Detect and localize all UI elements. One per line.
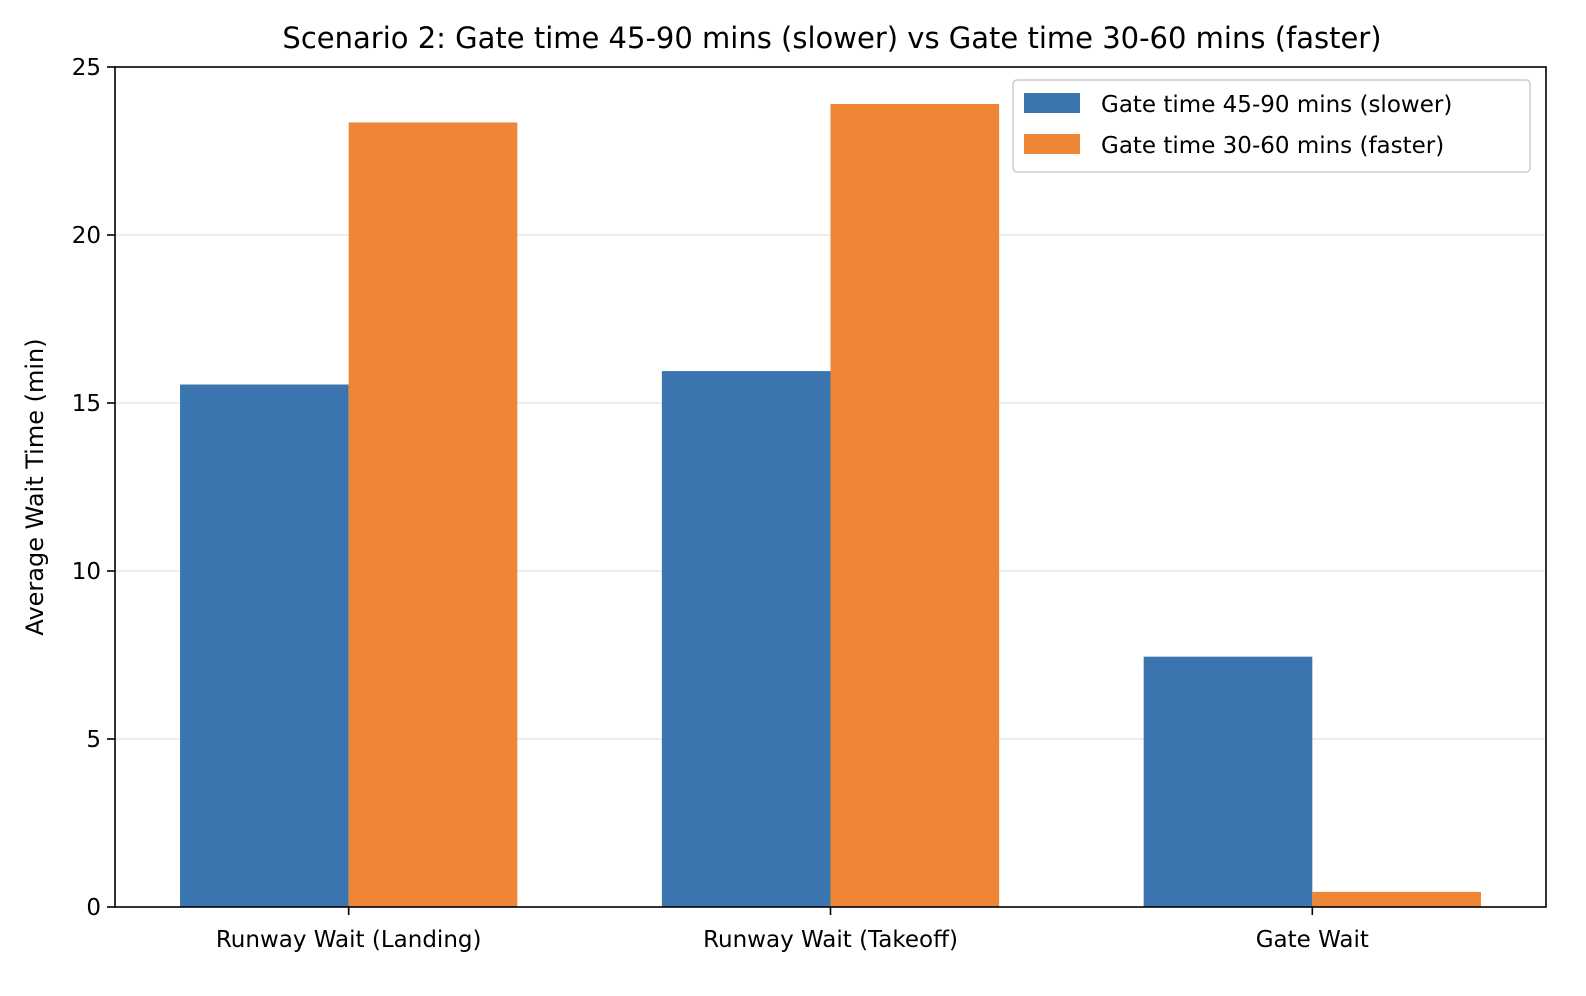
- bar-series-1-1: [661, 371, 831, 908]
- y-tick-label: 0: [86, 895, 101, 921]
- y-axis: 0 5 10 15 20 25: [72, 55, 115, 921]
- legend: Gate time 45-90 mins (slower) Gate time 3…: [1012, 79, 1531, 173]
- y-tick-label: 5: [86, 727, 101, 753]
- y-tick-label: 10: [72, 559, 101, 585]
- legend-box: [1012, 79, 1531, 173]
- x-tick-label: Runway Wait (Takeoff): [703, 927, 958, 953]
- bar-series-2-0: [348, 122, 518, 907]
- chart-title: Scenario 2: Gate time 45-90 mins (slower…: [282, 21, 1381, 55]
- x-axis: Runway Wait (Landing) Runway Wait (Takeof…: [216, 907, 1369, 953]
- y-tick-label: 20: [72, 223, 101, 249]
- bar-series-1-0: [180, 384, 349, 907]
- bar-series-2-2: [1312, 891, 1481, 907]
- legend-swatch-2: [1024, 134, 1080, 154]
- y-tick-label: 25: [72, 55, 101, 81]
- x-tick-label: Runway Wait (Landing): [216, 927, 482, 953]
- bar-series-1-2: [1143, 656, 1313, 907]
- legend-label-1: Gate time 45-90 mins (slower): [1101, 92, 1452, 118]
- legend-label-2: Gate time 30-60 mins (faster): [1101, 133, 1444, 159]
- bars: [180, 103, 1481, 908]
- x-tick-label: Gate Wait: [1256, 927, 1369, 953]
- bar-series-2-1: [830, 103, 1000, 907]
- y-tick-label: 15: [72, 391, 101, 417]
- y-axis-label: Average Wait Time (min): [21, 338, 49, 635]
- legend-swatch-1: [1024, 93, 1080, 113]
